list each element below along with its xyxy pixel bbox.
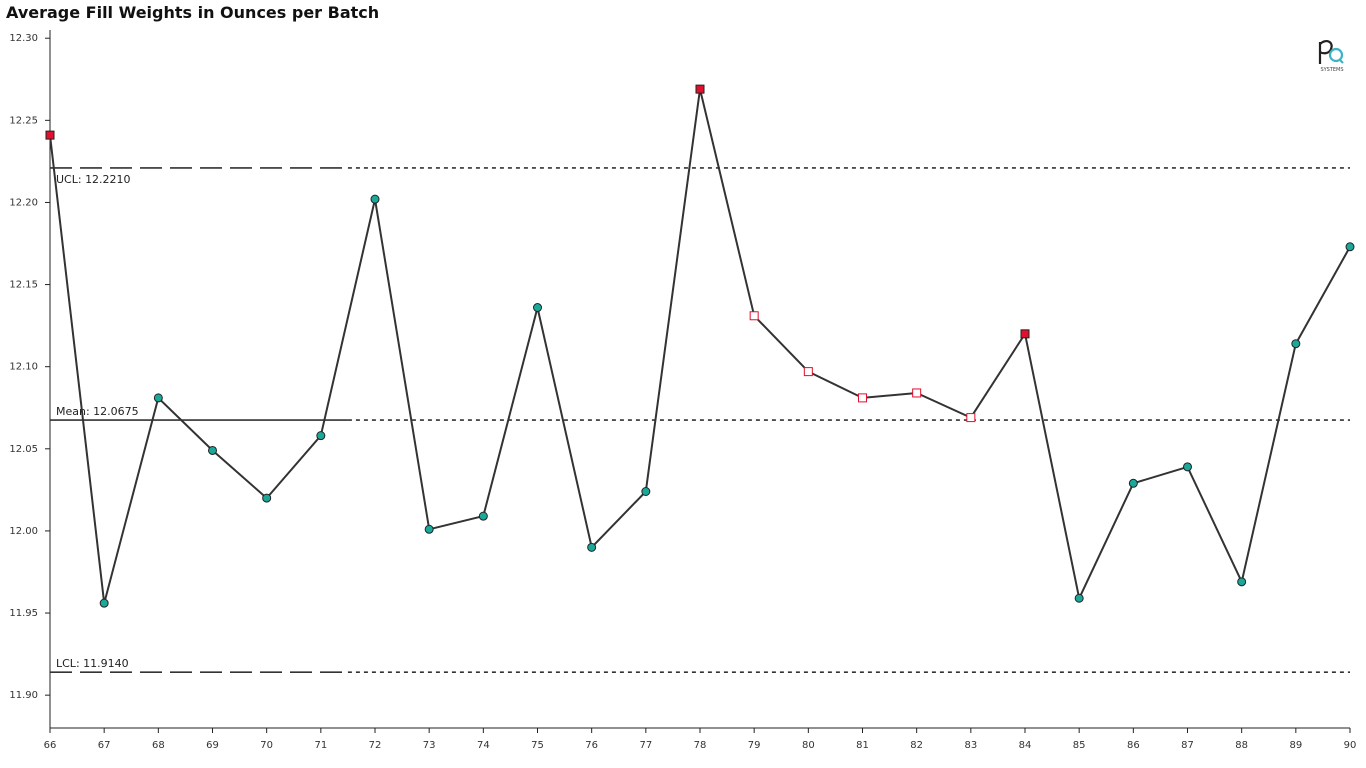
y-tick-label: 12.05: [9, 444, 38, 455]
data-point: [370, 194, 380, 204]
series-line: [49, 88, 1351, 604]
y-tick-label: 12.15: [9, 280, 38, 291]
mean-label: Mean: 12.0675: [56, 405, 139, 418]
x-tick-label: 86: [1127, 740, 1140, 751]
data-point: [533, 303, 542, 313]
data-point: [424, 524, 434, 534]
logo-q-ring: [1328, 47, 1344, 63]
logo-text: SYSTEMS: [1320, 67, 1343, 73]
x-tick-label: 76: [585, 740, 598, 751]
x-tick-label: 66: [44, 740, 57, 751]
data-point: [1128, 478, 1138, 488]
data-point-out-of-control: [45, 130, 55, 140]
x-tick-label: 70: [260, 740, 273, 751]
company-logo: SYSTEMS: [1318, 40, 1344, 73]
x-tick-label: 87: [1181, 740, 1194, 751]
x-tick-label: 81: [856, 740, 869, 751]
y-tick-label: 12.10: [9, 362, 38, 373]
data-point: [316, 431, 326, 441]
y-tick-label: 12.00: [9, 526, 38, 537]
x-tick-label: 78: [694, 740, 707, 751]
x-tick-label: 80: [802, 740, 815, 751]
data-point-out-of-control: [1020, 329, 1030, 339]
y-tick-label: 11.95: [9, 608, 38, 619]
y-tick-label: 12.20: [9, 197, 38, 208]
data-series: [49, 88, 1351, 604]
data-point: [262, 493, 272, 503]
y-tick-label: 12.30: [9, 33, 38, 44]
x-tick-label: 82: [910, 740, 923, 751]
y-tick-label: 12.25: [9, 115, 38, 126]
x-tick-label: 74: [477, 740, 490, 751]
data-point-out-of-control: [695, 84, 705, 94]
x-tick-label: 85: [1073, 740, 1086, 751]
data-point: [1183, 462, 1192, 472]
data-point-rule-violation: [966, 413, 976, 423]
y-tick-label: 11.90: [9, 690, 38, 701]
data-point: [99, 598, 109, 608]
data-point-rule-violation: [912, 388, 922, 398]
x-tick-label: 75: [531, 740, 544, 751]
data-point: [641, 487, 651, 497]
x-tick-label: 73: [423, 740, 436, 751]
x-tick-label: 69: [206, 740, 219, 751]
x-tick-label: 88: [1235, 740, 1248, 751]
data-point: [153, 393, 163, 403]
chart-title: Average Fill Weights in Ounces per Batch: [6, 3, 380, 22]
data-point: [1074, 593, 1084, 603]
data-markers: [45, 84, 1355, 608]
axes: 11.90 11.95 12.00 12.05 12.10 12.15 12.20 12.25…: [9, 30, 1356, 751]
data-point: [1345, 242, 1355, 252]
x-tick-label: 89: [1289, 740, 1302, 751]
x-tick-label: 68: [152, 740, 165, 751]
x-tick-label: 83: [964, 740, 977, 751]
data-point: [1237, 577, 1247, 587]
x-tick-label: 77: [639, 740, 652, 751]
x-tick-label: 79: [748, 740, 761, 751]
x-tick-label: 72: [369, 740, 382, 751]
data-point-rule-violation: [749, 311, 759, 321]
ucl-label: UCL: 12.2210: [56, 173, 131, 186]
data-point-rule-violation: [858, 393, 867, 403]
lcl-label: LCL: 11.9140: [56, 657, 129, 670]
control-limits: UCL: 12.2210 Mean: 12.0675 LCL: 11.9140: [50, 167, 1350, 673]
x-tick-label: 71: [314, 740, 327, 751]
x-tick-label: 67: [98, 740, 111, 751]
data-point: [478, 511, 488, 521]
logo-q-tail: [1338, 58, 1344, 64]
data-point-rule-violation: [803, 367, 813, 377]
x-tick-label: 84: [1019, 740, 1032, 751]
data-point: [1291, 339, 1301, 349]
data-point: [587, 542, 597, 552]
x-tick-label: 90: [1344, 740, 1357, 751]
logo-p-bowl: [1319, 40, 1333, 55]
data-point: [208, 445, 217, 455]
